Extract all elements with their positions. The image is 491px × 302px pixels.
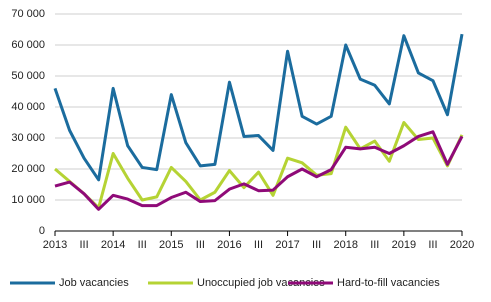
- legend-label: Unoccupied job vacancies: [197, 277, 325, 289]
- y-tick-label: 0: [39, 225, 45, 237]
- x-tick-label: 2017: [275, 239, 299, 251]
- x-tick-label: 2020: [450, 239, 474, 251]
- y-tick-label: 10 000: [11, 194, 45, 206]
- y-tick-label: 40 000: [11, 101, 45, 113]
- x-tick-label: III: [79, 239, 88, 251]
- series-line: [54, 130, 464, 211]
- x-tick-label: III: [312, 239, 321, 251]
- x-tick-label: 2014: [101, 239, 125, 251]
- y-tick-label: 30 000: [11, 132, 45, 144]
- x-tick-label: III: [370, 239, 379, 251]
- x-tick-label: 2015: [159, 239, 183, 251]
- x-tick-label: 2016: [217, 239, 241, 251]
- y-tick-label: 60 000: [11, 39, 45, 51]
- x-tick-label: III: [138, 239, 147, 251]
- y-tick-label: 50 000: [11, 70, 45, 82]
- legend-label: Job vacancies: [59, 277, 129, 289]
- x-tick-label: 2013: [43, 239, 67, 251]
- series-line: [54, 121, 464, 210]
- x-tick-label: III: [196, 239, 205, 251]
- y-tick-label: 20 000: [11, 163, 45, 175]
- x-tick-label: 2018: [333, 239, 357, 251]
- legend-label: Hard-to-fill vacancies: [337, 277, 440, 289]
- series-line: [53, 33, 464, 182]
- x-tick-label: 2019: [392, 239, 416, 251]
- y-tick-label: 70 000: [11, 8, 45, 20]
- x-tick-label: III: [428, 239, 437, 251]
- x-tick-label: III: [254, 239, 263, 251]
